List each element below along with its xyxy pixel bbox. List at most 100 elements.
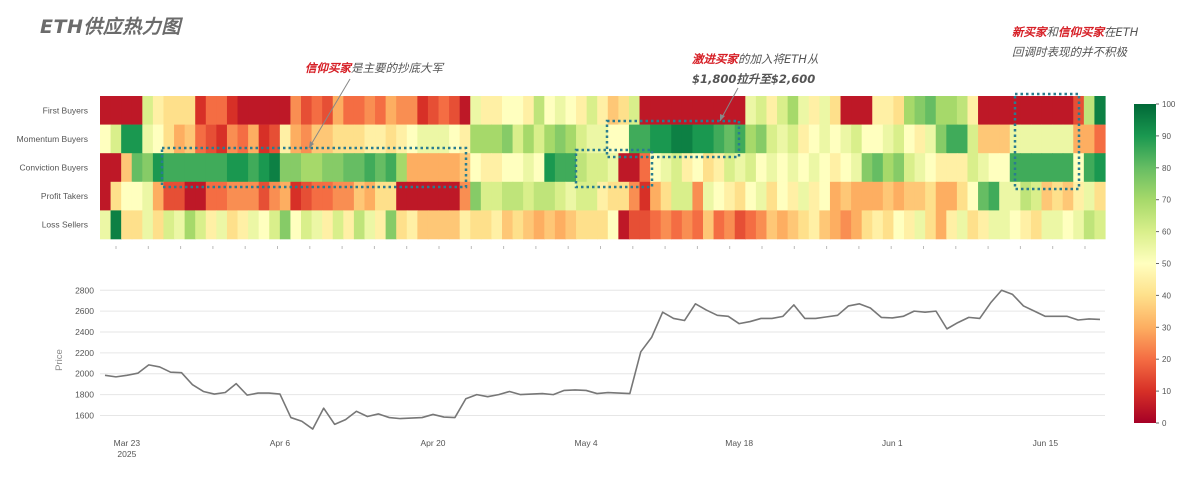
heatmap-cell	[808, 96, 820, 125]
heatmap-cell	[1009, 96, 1021, 125]
annotation-text: 和	[1046, 25, 1059, 39]
heatmap-cell	[322, 96, 334, 125]
heatmap-cell	[925, 210, 937, 240]
heatmap-cell	[110, 153, 122, 183]
heatmap-cell	[438, 153, 450, 183]
heatmap-cell	[1030, 181, 1043, 211]
heatmap-cell	[480, 181, 493, 211]
annotation-highlight-2: 信仰买家	[1058, 25, 1104, 39]
heatmap-cell	[121, 181, 133, 211]
heatmap-cell	[1083, 181, 1096, 211]
price-y-axis-label: Price	[54, 349, 65, 371]
heatmap-cell	[174, 153, 186, 183]
colorbar-tick-label: 0	[1162, 419, 1167, 428]
heatmap-cell	[502, 153, 514, 183]
heatmap-cell	[713, 153, 725, 183]
annotation-text-line2: 回调时表现的并不积极	[1012, 45, 1127, 59]
heatmap-cell	[766, 124, 778, 154]
heatmap-cell	[829, 96, 842, 125]
heatmap-cell	[597, 96, 609, 125]
heatmap-cell	[396, 124, 408, 154]
heatmap-cell	[195, 96, 207, 125]
heatmap-cell	[248, 96, 260, 125]
heatmap-cell	[279, 210, 292, 240]
heatmap-cell	[100, 96, 112, 125]
heatmap-cell	[1094, 124, 1106, 154]
heatmap-cell	[1041, 210, 1053, 240]
heatmap-cell	[121, 210, 133, 240]
heatmap-cell	[650, 124, 662, 154]
heatmap-cell	[967, 96, 979, 125]
heatmap-cell	[935, 96, 947, 125]
heatmap-cell	[142, 210, 154, 240]
heatmap-cell	[798, 181, 810, 211]
heatmap-cell	[343, 181, 355, 211]
heatmap-cell	[660, 96, 672, 125]
annotation-conviction: 信仰买家是主要的抄底大军	[305, 58, 443, 78]
heatmap-cell	[681, 124, 694, 154]
heatmap-cell	[755, 210, 768, 240]
heatmap-cell	[671, 210, 683, 240]
heatmap-cell	[882, 96, 895, 125]
heatmap-cell	[872, 210, 884, 240]
heatmap-cell	[925, 124, 937, 154]
heatmap-cell	[597, 124, 609, 154]
heatmap-cell	[121, 124, 133, 154]
heatmap-cell	[417, 181, 429, 211]
heatmap-cell	[777, 210, 789, 240]
heatmap-cell	[935, 210, 947, 240]
annotation-arrow-head-2	[720, 114, 725, 121]
price-line	[104, 289, 1101, 430]
heatmap-cell	[205, 181, 217, 211]
heatmap-cell	[840, 181, 852, 211]
heatmap-cell	[607, 181, 619, 211]
price-y-tick-label: 2000	[75, 369, 94, 379]
heatmap-cell	[1009, 181, 1021, 211]
heatmap-cell	[872, 124, 884, 154]
heatmap-cell	[544, 181, 556, 211]
heatmap-cell	[332, 210, 344, 240]
heatmap-cell	[872, 96, 884, 125]
colorbar-tick-label: 40	[1162, 291, 1171, 300]
heatmap-cell	[935, 124, 947, 154]
heatmap-cell	[734, 181, 746, 211]
heatmap-cell	[110, 210, 122, 240]
heatmap-cell	[237, 210, 249, 240]
chart-title: ETH供应热力图	[40, 16, 181, 38]
annotation-text-line2: $1,800拉升至$2,600	[692, 72, 816, 86]
heatmap-row-label: Loss Sellers	[42, 220, 88, 230]
heatmap-cell	[364, 96, 376, 125]
heatmap-cell	[650, 96, 662, 125]
heatmap-cell	[248, 210, 260, 240]
heatmap-cell	[607, 210, 619, 240]
annotation-arrow-1	[308, 78, 351, 149]
heatmap-cell	[449, 124, 461, 154]
heatmap-cell	[523, 124, 535, 154]
heatmap-cell	[607, 153, 619, 183]
heatmap-cell	[110, 181, 122, 211]
heatmap-cell	[205, 153, 217, 183]
heatmap-cell	[956, 153, 969, 183]
heatmap-cell	[703, 124, 715, 154]
heatmap-cell	[322, 153, 334, 183]
heatmap-cell	[724, 124, 736, 154]
heatmap-cell	[628, 210, 641, 240]
heatmap-cell	[872, 153, 884, 183]
heatmap-cell	[607, 124, 619, 154]
heatmap-cell	[226, 153, 239, 183]
colorbar-tick-label: 10	[1162, 387, 1171, 396]
highlight-box-2	[605, 119, 741, 159]
heatmap-cell	[893, 96, 905, 125]
heatmap-cell	[713, 96, 725, 125]
heatmap-cell	[533, 96, 545, 125]
heatmap-cell	[491, 210, 503, 240]
heatmap-cell	[565, 210, 577, 240]
heatmap-cell	[385, 210, 397, 240]
heatmap-cell	[364, 181, 376, 211]
heatmap-cell	[385, 153, 397, 183]
heatmap-cell	[766, 181, 778, 211]
heatmap-cell	[449, 181, 461, 211]
heatmap-cell	[375, 181, 387, 211]
heatmap-cell	[406, 210, 418, 240]
heatmap-cell	[1020, 153, 1032, 183]
